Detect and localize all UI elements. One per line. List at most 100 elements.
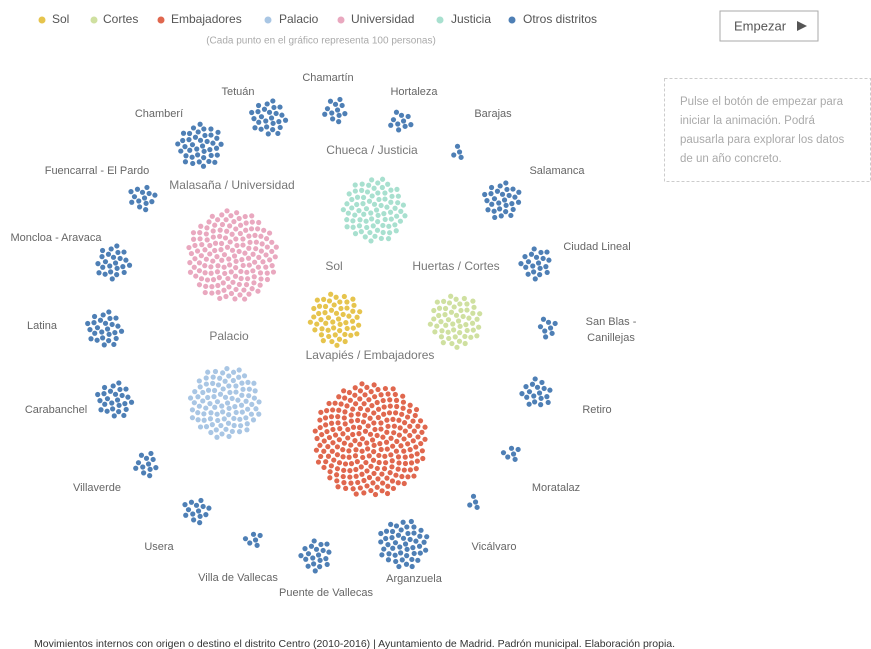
dot <box>417 418 424 424</box>
legend-label: Palacio <box>279 12 319 26</box>
dot <box>208 152 214 159</box>
dot <box>438 319 444 325</box>
dot <box>341 440 347 446</box>
dot <box>217 295 223 302</box>
dot-cluster <box>451 143 464 160</box>
dot <box>215 289 221 295</box>
dot <box>431 307 437 314</box>
dot <box>356 322 362 328</box>
dot <box>231 422 237 429</box>
dot <box>192 242 198 249</box>
dot <box>223 217 229 223</box>
dot <box>234 210 240 216</box>
dot <box>191 264 197 270</box>
dot <box>376 452 382 459</box>
dot <box>147 466 153 472</box>
dot <box>237 230 243 237</box>
dot <box>432 329 438 335</box>
dot <box>146 190 152 197</box>
dot <box>381 411 387 417</box>
dot <box>375 212 381 218</box>
button-label[interactable]: Empezar <box>734 18 787 33</box>
dot <box>389 528 396 535</box>
dot <box>258 248 264 254</box>
dot <box>389 464 395 470</box>
dot <box>390 545 396 551</box>
dot <box>224 228 230 234</box>
dot <box>95 391 101 398</box>
start-button[interactable]: Empezar <box>719 10 819 42</box>
dot <box>353 401 359 407</box>
dot <box>404 546 410 552</box>
dot <box>253 406 259 412</box>
dot <box>210 258 216 264</box>
dot <box>219 221 226 228</box>
dot <box>135 460 142 466</box>
dot <box>337 299 343 305</box>
dot <box>457 330 463 336</box>
dot <box>242 296 248 302</box>
dot <box>337 96 343 103</box>
dot <box>123 257 129 263</box>
dot <box>454 344 460 350</box>
dot <box>246 386 252 392</box>
dot <box>206 219 212 225</box>
dot <box>228 213 234 219</box>
dot <box>264 244 270 250</box>
dot <box>315 459 322 465</box>
dot <box>335 484 341 490</box>
play-icon[interactable] <box>797 21 807 31</box>
dot <box>350 218 356 224</box>
district-label: Usera <box>144 541 174 553</box>
dot <box>547 387 553 393</box>
dot <box>152 192 158 198</box>
dot <box>413 406 420 413</box>
dot <box>330 116 336 122</box>
dot <box>352 188 358 194</box>
dot <box>203 256 209 262</box>
dot <box>226 433 232 440</box>
dot <box>470 298 476 304</box>
dot <box>282 117 289 123</box>
dot <box>374 465 380 472</box>
dot <box>111 413 117 419</box>
dot <box>381 466 388 472</box>
dot <box>518 261 524 267</box>
dot <box>317 424 323 431</box>
dot <box>373 207 380 213</box>
district-label: Huertas / Cortes <box>412 259 499 273</box>
dot <box>318 541 324 548</box>
dot <box>195 410 201 416</box>
dot <box>193 502 200 508</box>
dot <box>457 301 463 307</box>
dot <box>442 312 448 318</box>
dot <box>519 391 525 397</box>
dot <box>364 189 371 195</box>
dot-cluster <box>537 316 558 340</box>
dot <box>245 379 251 385</box>
dot <box>362 392 368 398</box>
dot <box>194 146 200 152</box>
dot <box>365 446 371 452</box>
dot <box>209 213 215 219</box>
dot <box>256 119 262 125</box>
dot <box>118 328 125 334</box>
dot <box>390 443 396 449</box>
dot <box>405 530 411 537</box>
dot <box>205 387 212 393</box>
dot <box>347 474 353 480</box>
dot <box>342 111 348 117</box>
dot <box>397 218 404 224</box>
dot-cluster <box>518 246 552 282</box>
dot <box>298 553 304 559</box>
dot <box>413 466 419 472</box>
dot <box>243 282 250 288</box>
dot <box>364 384 370 390</box>
dot <box>228 290 235 297</box>
dot <box>247 239 253 245</box>
dot <box>258 126 264 132</box>
note: (Cada punto en el gráfico representa 100… <box>206 36 436 47</box>
dot <box>332 332 338 338</box>
dot <box>365 407 371 413</box>
dot <box>406 408 412 414</box>
